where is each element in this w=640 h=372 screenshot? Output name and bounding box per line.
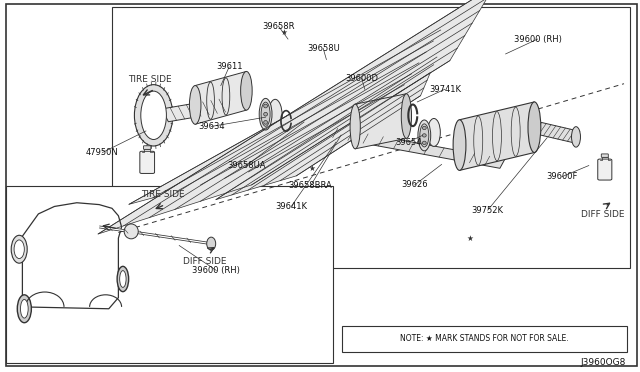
Text: DIFF SIDE: DIFF SIDE	[581, 210, 625, 219]
Ellipse shape	[207, 237, 216, 250]
Text: 39600 (RH): 39600 (RH)	[514, 35, 561, 44]
Polygon shape	[216, 57, 437, 200]
Bar	[112, 7, 630, 268]
Text: ★: ★	[467, 234, 474, 243]
Ellipse shape	[528, 102, 541, 153]
Text: 39658BRA: 39658BRA	[289, 182, 332, 190]
Ellipse shape	[401, 94, 412, 138]
Ellipse shape	[422, 134, 426, 137]
Text: J3960OG8: J3960OG8	[580, 358, 626, 367]
Ellipse shape	[418, 120, 431, 151]
Text: ★: ★	[309, 164, 316, 173]
Ellipse shape	[453, 120, 466, 170]
Ellipse shape	[141, 91, 166, 140]
Text: 39600F: 39600F	[546, 172, 578, 181]
Ellipse shape	[264, 112, 268, 116]
Text: 39600D: 39600D	[345, 74, 378, 83]
Ellipse shape	[134, 84, 173, 146]
Polygon shape	[98, 0, 495, 234]
Polygon shape	[355, 94, 406, 149]
Ellipse shape	[268, 99, 282, 133]
Text: NOTE: ★ MARK STANDS FOR NOT FOR SALE.: NOTE: ★ MARK STANDS FOR NOT FOR SALE.	[401, 334, 569, 343]
Text: 39611: 39611	[216, 62, 243, 71]
Text: 39658U: 39658U	[307, 44, 340, 53]
Ellipse shape	[350, 104, 360, 149]
FancyBboxPatch shape	[140, 151, 155, 173]
Polygon shape	[460, 102, 534, 170]
Polygon shape	[162, 98, 234, 122]
Text: ★: ★	[281, 28, 287, 37]
Bar	[342, 326, 627, 352]
Ellipse shape	[117, 266, 129, 292]
Ellipse shape	[189, 86, 201, 124]
Text: 39658R: 39658R	[262, 22, 294, 31]
Text: 39658UA: 39658UA	[227, 161, 266, 170]
Ellipse shape	[17, 295, 31, 323]
Ellipse shape	[422, 141, 426, 144]
Text: TIRE SIDE: TIRE SIDE	[141, 190, 184, 199]
Text: 39626: 39626	[401, 180, 428, 189]
Ellipse shape	[261, 102, 270, 126]
Text: 39741K: 39741K	[429, 85, 461, 94]
Ellipse shape	[11, 235, 28, 263]
Text: DIFF SIDE: DIFF SIDE	[183, 257, 227, 266]
Polygon shape	[534, 122, 580, 142]
Text: 39600 (RH): 39600 (RH)	[193, 266, 240, 275]
Ellipse shape	[120, 271, 126, 287]
Text: 39641K: 39641K	[275, 202, 307, 211]
Ellipse shape	[420, 124, 429, 147]
Polygon shape	[195, 71, 246, 124]
Ellipse shape	[259, 98, 272, 130]
Polygon shape	[317, 126, 505, 168]
Ellipse shape	[20, 299, 28, 318]
Text: 39634: 39634	[198, 122, 225, 131]
Ellipse shape	[572, 126, 580, 147]
Text: 39654: 39654	[395, 138, 422, 147]
Ellipse shape	[14, 240, 24, 259]
Text: 47950N: 47950N	[86, 148, 119, 157]
Ellipse shape	[124, 224, 138, 239]
Bar	[6, 186, 333, 363]
Polygon shape	[129, 30, 441, 204]
FancyBboxPatch shape	[598, 159, 612, 180]
Ellipse shape	[264, 104, 268, 108]
Text: 39752K: 39752K	[472, 206, 504, 215]
Ellipse shape	[428, 118, 440, 146]
Ellipse shape	[241, 71, 252, 110]
FancyBboxPatch shape	[143, 146, 151, 150]
Ellipse shape	[264, 121, 268, 124]
FancyBboxPatch shape	[602, 154, 608, 157]
Ellipse shape	[422, 126, 426, 130]
Text: TIRE SIDE: TIRE SIDE	[128, 75, 172, 84]
